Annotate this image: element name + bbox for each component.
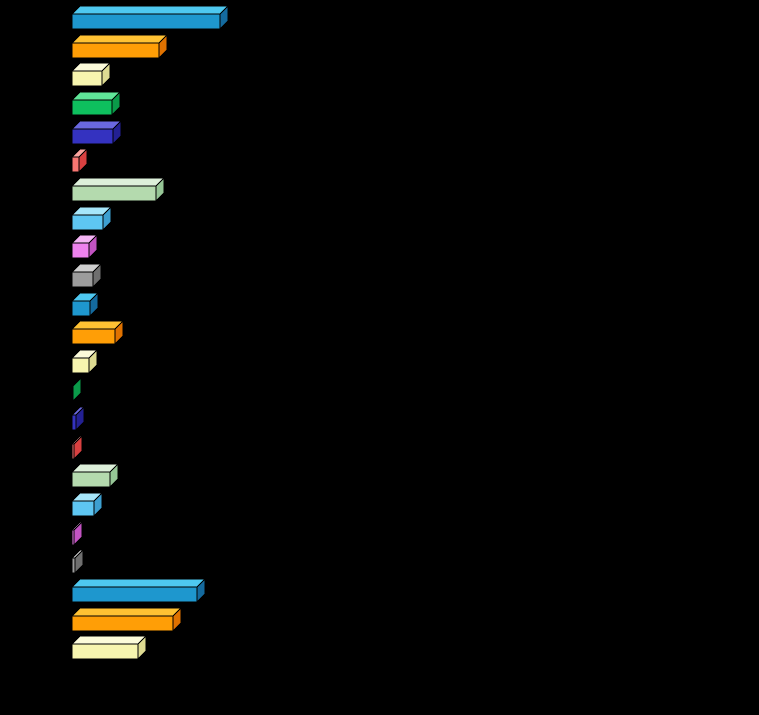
bar-front-face	[71, 300, 91, 317]
bar-top-face	[70, 607, 183, 617]
bar-top-face	[70, 34, 169, 44]
bar-front-face	[71, 500, 95, 517]
bar-row-9-gray	[70, 262, 103, 289]
bar-top-face	[70, 177, 166, 187]
bar-front-face	[71, 471, 111, 488]
bar-row-17-sky-blue	[70, 491, 104, 518]
bar-front-face	[71, 586, 198, 603]
bar-front-face	[71, 328, 116, 345]
bar-row-11-orange	[70, 319, 125, 346]
bar-front-face	[71, 42, 160, 59]
bar-row-7-sky-blue	[70, 205, 113, 232]
bar-row-1-orange	[70, 33, 169, 60]
bar-row-10-blue	[70, 291, 100, 318]
bar-row-4-royal-blue	[70, 119, 123, 146]
bar-front-face	[71, 443, 75, 460]
bar-row-0-blue	[70, 4, 230, 31]
bar-front-face	[71, 156, 80, 173]
bar-row-14-royal-blue	[70, 405, 86, 432]
bar-row-15-salmon-red	[70, 434, 84, 461]
bar-top-face	[70, 5, 230, 15]
bar-front-face	[71, 385, 74, 402]
bar-front-face	[71, 271, 94, 288]
bar-row-13-green	[70, 376, 83, 403]
bar-top-face	[70, 635, 148, 645]
bar-row-16-pale-green	[70, 462, 120, 489]
bar-row-12-pale-yellow	[70, 348, 99, 375]
bar-front-face	[71, 529, 75, 546]
bar-front-face	[71, 414, 77, 431]
bar-row-18-orchid	[70, 520, 84, 547]
bar-front-face	[71, 557, 76, 574]
bar-row-3-green	[70, 90, 122, 117]
bar-top-face	[70, 320, 125, 330]
bar-front-face	[71, 615, 174, 632]
bar-row-20-blue	[70, 577, 207, 604]
bar-top-face	[70, 578, 207, 588]
bar-row-5-salmon-red	[70, 147, 89, 174]
bar-row-19-gray	[70, 548, 85, 575]
bar-row-6-pale-green	[70, 176, 166, 203]
bar-row-22-pale-yellow	[70, 634, 148, 661]
bar-front-face	[71, 99, 113, 116]
bar-front-face	[71, 643, 139, 660]
bar-row-2-pale-yellow	[70, 61, 112, 88]
bar-front-face	[71, 13, 221, 30]
bar-front-face	[71, 70, 103, 87]
bar-row-8-orchid	[70, 233, 99, 260]
bar-front-face	[71, 128, 114, 145]
bar-front-face	[71, 214, 104, 231]
bar-front-face	[71, 185, 157, 202]
bar-row-21-orange	[70, 606, 183, 633]
bar-front-face	[71, 242, 90, 259]
bar-front-face	[71, 357, 90, 374]
